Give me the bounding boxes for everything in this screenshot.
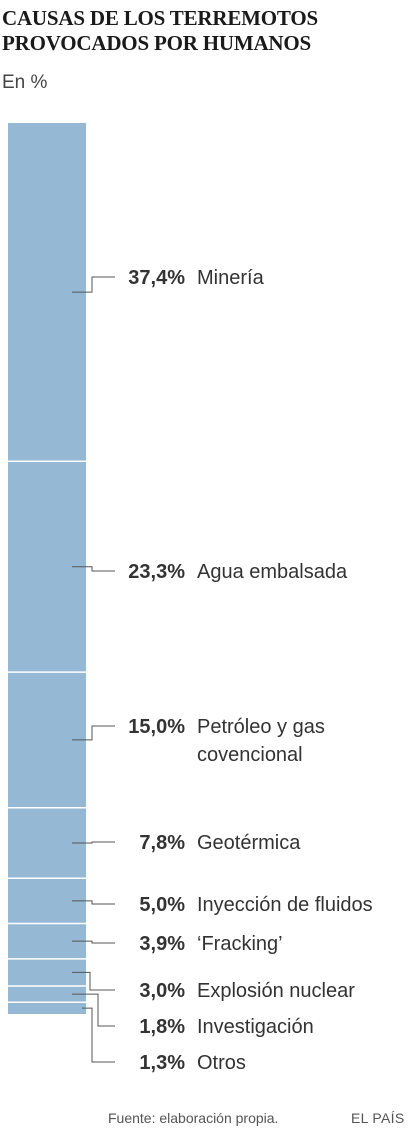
category-label-inyeccion-de-fluidos: Inyección de fluidos (197, 894, 373, 916)
publisher-brand: EL PAÍS (351, 1110, 405, 1126)
leader-line-otros (82, 1007, 115, 1063)
category-label-petroleo-y-gas-covencional-line-1: Petróleo y gas (197, 716, 325, 738)
category-label-explosion-nuclear: Explosión nuclear (197, 980, 355, 1002)
leader-line-explosion-nuclear (72, 971, 115, 991)
leader-line-geotermica (72, 841, 115, 844)
value-label-geotermica: 7,8% (139, 832, 185, 854)
leader-line-agua-embalsada (72, 566, 115, 572)
chart-title: CAUSAS DE LOS TERREMOTOS PROVOCADOS POR … (2, 6, 412, 56)
stacked-bar-chart: 37,4% Minería 23,3% Agua embalsada 15,0% Petr… (8, 123, 373, 1074)
category-label-otros: Otros (197, 1052, 246, 1074)
bar-segment-investigacion (8, 985, 86, 1003)
value-label-inyeccion-de-fluidos: 5,0% (139, 894, 185, 916)
category-label-petroleo-y-gas-covencional-line-2: covencional (197, 744, 303, 766)
leader-line-mineria (72, 276, 115, 293)
chart-title-line-2: PROVOCADOS POR HUMANOS (2, 31, 312, 55)
leader-line-fracking (72, 940, 115, 944)
value-label-explosion-nuclear: 3,0% (139, 980, 185, 1002)
bar-segment-otros (8, 1002, 86, 1014)
category-label-investigacion: Investigación (197, 1016, 314, 1038)
value-label-agua-embalsada: 23,3% (128, 561, 185, 583)
value-label-mineria: 37,4% (128, 267, 185, 289)
source-note: Fuente: elaboración propia. (108, 1110, 279, 1126)
category-label-fracking: ‘Fracking’ (197, 933, 283, 955)
chart-unit: En % (2, 72, 48, 93)
leader-line-inyeccion-de-fluidos (72, 900, 115, 905)
category-label-mineria: Minería (197, 267, 265, 289)
value-label-petroleo-y-gas-covencional: 15,0% (128, 716, 185, 738)
leader-line-investigacion (72, 993, 115, 1027)
category-label-agua-embalsada: Agua embalsada (197, 561, 348, 583)
category-label-geotermica: Geotérmica (197, 832, 301, 854)
value-label-fracking: 3,9% (139, 933, 185, 955)
chart-title-line-1: CAUSAS DE LOS TERREMOTOS (2, 6, 318, 30)
leader-line-petroleo-y-gas-covencional (72, 725, 115, 741)
value-label-investigacion: 1,8% (139, 1016, 185, 1038)
value-label-otros: 1,3% (139, 1052, 185, 1074)
